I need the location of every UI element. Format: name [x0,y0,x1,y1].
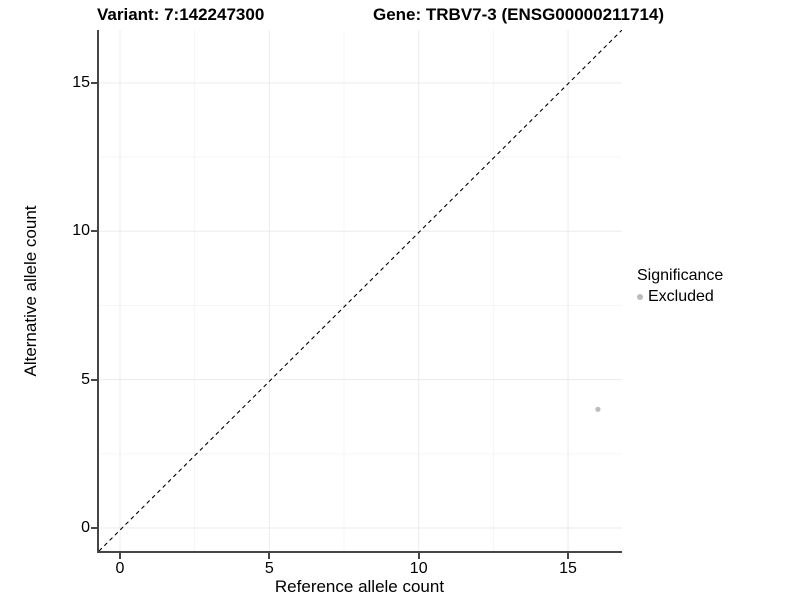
plot-area-svg [99,30,622,551]
legend-item-excluded: Excluded [637,288,723,306]
y-axis-tick [91,527,97,529]
identity-line [99,30,622,551]
legend-title: Significance [637,267,724,284]
y-axis-tick-label: 15 [72,73,90,91]
y-axis-tick-label: 0 [81,519,90,536]
x-axis-tick [119,553,121,559]
plot-panel [97,30,622,553]
y-axis-tick-label: 5 [81,370,90,388]
x-axis-title: Reference allele count [274,577,445,596]
legend: Significance Excluded [637,267,723,306]
x-axis-tick-label: 10 [409,560,428,577]
y-axis-tick [91,81,97,84]
y-axis-tick [91,378,97,381]
data-point [595,406,601,412]
y-axis-title: Alternative allele count [21,205,40,377]
plot-title-gene: Gene: TRBV7-3 (ENSG00000211714) [373,5,665,24]
x-axis-tick-label: 5 [264,560,274,577]
y-axis-tick-label: 10 [72,222,90,240]
x-axis-tick-label: 15 [559,560,577,577]
x-axis-tick [268,553,271,559]
plot-title-variant: Variant: 7:142247300 [97,5,265,24]
x-axis-tick [417,553,420,559]
x-axis-tick-label: 0 [115,560,125,577]
legend-item-label: Excluded [648,288,714,305]
y-axis-tick [91,230,97,233]
x-axis-tick [567,553,570,559]
legend-point-icon [637,294,643,300]
